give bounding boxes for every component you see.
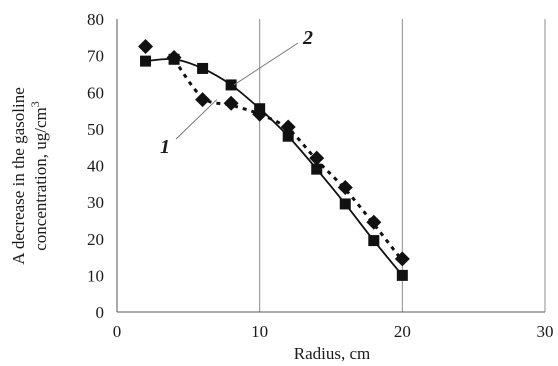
x-tick-label: 20 (394, 322, 411, 341)
series-1-point (309, 150, 325, 166)
series-2-point (368, 235, 380, 247)
series-2-point (311, 163, 323, 175)
axis-layer (116, 19, 545, 313)
series-2-point (168, 53, 180, 65)
y-tick-label: 40 (87, 157, 104, 176)
callout-leader-series-2 (233, 42, 299, 86)
callout-label-series-1: 1 (160, 136, 170, 158)
y-tick-label: 10 (87, 266, 104, 285)
callout-leader-series-1 (175, 99, 218, 140)
callout-label-series-2: 2 (302, 27, 313, 49)
y-axis-title-line1: A decrease in the gasoline (9, 87, 28, 265)
series-1-point (138, 38, 154, 54)
series-1-point (366, 214, 382, 230)
series-layer (138, 38, 410, 281)
x-tick-label: 30 (537, 322, 554, 341)
y-tick-label: 20 (87, 230, 104, 249)
y-axis-title-line2: concentration, ug/cm3 (28, 101, 50, 251)
tick-labels: 0 10 20 30 0 10 20 30 40 50 60 70 80 (87, 10, 554, 341)
y-tick-label: 50 (87, 120, 104, 139)
series-2-point (254, 103, 266, 115)
y-tick-label: 30 (87, 193, 104, 212)
y-tick-label: 60 (87, 83, 104, 102)
series-1-point (394, 251, 410, 267)
x-tick-label: 0 (113, 322, 122, 341)
grid-layer (259, 19, 546, 312)
y-tick-label: 70 (87, 47, 104, 66)
series-2-trendline (145, 58, 404, 276)
y-axis-title-superscript: 3 (28, 101, 42, 107)
series-2-point (140, 55, 152, 67)
callouts: 12 (160, 27, 313, 158)
x-axis-title: Radius, cm (294, 344, 371, 363)
series-2-point (225, 79, 237, 91)
series-1-trendline (172, 58, 404, 262)
series-2-point (282, 130, 294, 142)
y-axis-title: A decrease in the gasoline concentration… (9, 87, 50, 265)
series-2-point (396, 269, 408, 281)
series-2-point (339, 198, 351, 210)
series-1-point (223, 95, 239, 111)
x-tick-label: 10 (251, 322, 268, 341)
series-1-point (195, 92, 211, 108)
y-axis-title-unit: concentration, ug/cm (31, 107, 50, 251)
series-1-point (337, 179, 353, 195)
series-2-point (197, 62, 209, 74)
y-tick-label: 0 (96, 303, 105, 322)
y-tick-label: 80 (87, 10, 104, 29)
